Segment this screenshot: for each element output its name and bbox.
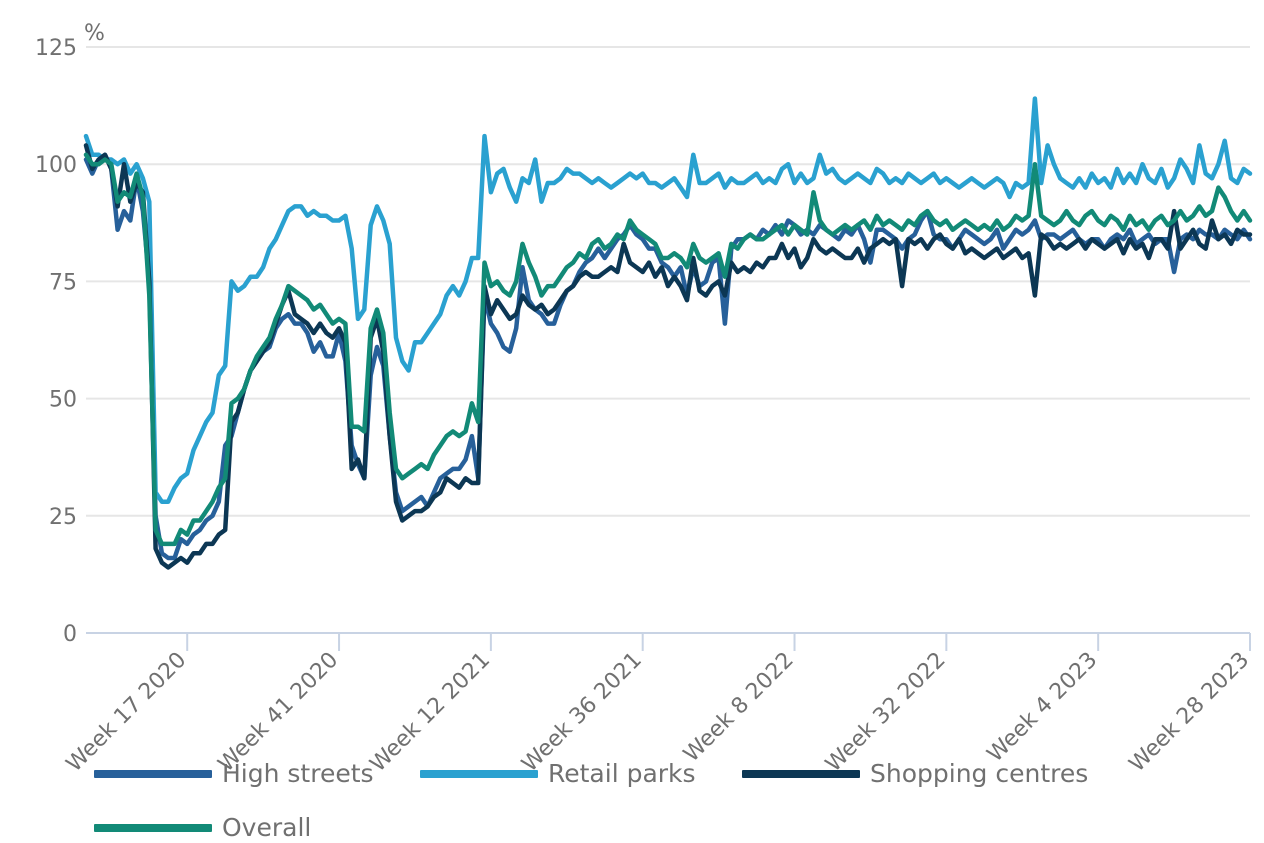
legend-item-overall[interactable]: Overall bbox=[94, 813, 311, 842]
x-tick-label: Week 32 2022 bbox=[821, 648, 951, 778]
series-line-high-streets bbox=[83, 152, 1253, 561]
legend-label: Overall bbox=[222, 813, 312, 842]
x-tick-label: Week 8 2022 bbox=[679, 648, 799, 768]
legend-swatch-retail-parks bbox=[420, 769, 538, 778]
y-tick-label: 125 bbox=[35, 36, 77, 61]
legend-item-retail-parks[interactable]: Retail parks bbox=[420, 759, 696, 788]
x-tick-label: Week 12 2021 bbox=[366, 648, 496, 778]
series-lines bbox=[83, 96, 1253, 570]
legend-item-high-streets[interactable]: High streets bbox=[94, 759, 374, 788]
series-line-retail-parks bbox=[83, 96, 1253, 504]
x-tick-label: Week 17 2020 bbox=[62, 648, 192, 778]
series-line-shopping-centres bbox=[83, 143, 1253, 570]
y-tick-label: 100 bbox=[35, 153, 77, 178]
legend-swatch-high-streets bbox=[94, 769, 212, 778]
y-tick-label: 75 bbox=[49, 270, 77, 295]
y-axis-ticks: 0 25 50 75 100 125 bbox=[35, 36, 77, 647]
legend-swatch-overall bbox=[94, 823, 212, 832]
x-tick-label: Week 36 2021 bbox=[517, 648, 647, 778]
y-tick-label: 25 bbox=[49, 505, 77, 530]
x-axis: Week 17 2020 Week 41 2020 Week 12 2021 Week… bbox=[62, 632, 1255, 778]
x-tick-label: Week 41 2020 bbox=[214, 648, 344, 778]
x-tick-label: Week 4 2023 bbox=[983, 648, 1103, 768]
legend-label: High streets bbox=[222, 759, 374, 788]
series-line-overall bbox=[83, 152, 1253, 547]
y-axis-unit-label: % bbox=[84, 21, 105, 46]
legend-label: Shopping centres bbox=[870, 759, 1089, 788]
y-tick-label: 50 bbox=[49, 388, 77, 413]
y-tick-label: 0 bbox=[63, 622, 77, 647]
legend-item-shopping-centres[interactable]: Shopping centres bbox=[742, 759, 1088, 788]
legend-swatch-shopping-centres bbox=[742, 769, 860, 778]
legend-label: Retail parks bbox=[548, 759, 696, 788]
x-tick-label: Week 28 2023 bbox=[1125, 648, 1255, 778]
